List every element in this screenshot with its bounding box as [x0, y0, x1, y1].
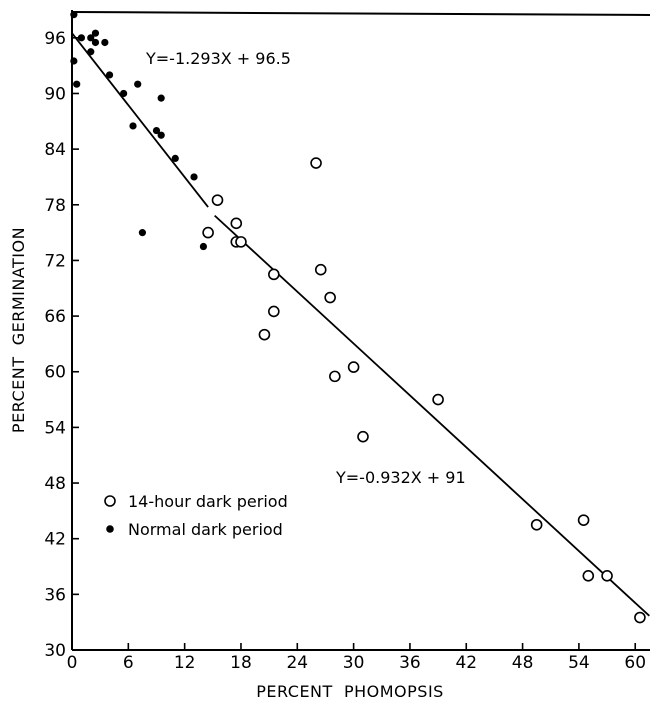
open-circle-point [601, 569, 613, 582]
open-circle-point [310, 157, 322, 169]
x-tick-label: 6 [123, 653, 134, 673]
regression-line-1 [71, 32, 209, 208]
x-tick-label: 18 [230, 653, 252, 673]
open-circle-point [268, 305, 280, 318]
legend-filled-circle-marker [106, 525, 114, 533]
y-axis-ticks: 30 36 42 48 54 60 66 72 78 84 90 96 [44, 29, 79, 661]
y-tick-label: 36 [44, 585, 66, 605]
open-circle-point [258, 328, 271, 341]
legend: 14-hour dark period Normal dark period [104, 492, 288, 539]
x-axis-ticks: 0 6 12 18 24 30 36 42 48 54 60 [67, 643, 646, 673]
open-circle-point [230, 217, 243, 230]
x-tick-label: 54 [568, 653, 590, 673]
x-tick-label: 30 [343, 653, 365, 673]
y-tick-label: 48 [44, 474, 66, 494]
open-circle-point [324, 291, 336, 304]
filled-circle-point [199, 242, 208, 251]
y-tick-label: 84 [44, 140, 66, 160]
open-circle-point [314, 263, 327, 276]
legend-label-normal: Normal dark period [128, 520, 283, 539]
filled-circle-point [120, 89, 128, 98]
regression-line-2 [214, 214, 650, 617]
open-circle-point [577, 514, 590, 526]
filled-circle-point [157, 94, 165, 102]
filled-circle-point [138, 229, 147, 237]
y-tick-label: 60 [44, 363, 66, 383]
filled-circle-point [70, 57, 78, 65]
open-circle-point [357, 430, 369, 443]
y-tick-label: 42 [44, 530, 66, 550]
x-axis-title: PERCENT PHOMOPSIS [256, 682, 444, 701]
x-tick-label: 36 [399, 653, 421, 673]
filled-circle-point [129, 122, 137, 130]
fit-equation-label-1: Y=-1.293X + 96.5 [145, 49, 291, 68]
filled-circle-point [157, 131, 165, 139]
filled-circle-point [134, 80, 142, 88]
filled-circle-point [101, 38, 109, 47]
legend-open-circle-marker [104, 495, 116, 507]
filled-circle-point [73, 80, 81, 88]
top-border-line [71, 11, 651, 16]
open-circle-point [432, 393, 444, 406]
y-tick-label: 90 [44, 84, 66, 104]
x-tick-label: 0 [67, 653, 78, 673]
filled-circle-point [77, 34, 85, 42]
open-circle-point [582, 569, 595, 582]
y-tick-label: 54 [44, 418, 66, 438]
open-circle-point [530, 518, 543, 531]
open-circle-point [211, 194, 224, 206]
data-points [70, 11, 646, 624]
plot-frame [71, 10, 651, 651]
y-tick-label: 30 [44, 641, 66, 661]
open-circle-point [329, 370, 341, 383]
filled-circle-point [87, 34, 95, 42]
open-circle-point [347, 361, 360, 373]
filled-circle-point [70, 11, 78, 19]
x-tick-label: 12 [174, 653, 196, 673]
x-tick-label: 24 [286, 653, 308, 673]
open-circle-point [634, 611, 646, 624]
x-tick-label: 42 [455, 653, 477, 673]
x-tick-label: 48 [512, 653, 534, 673]
x-tick-label: 60 [624, 653, 646, 673]
filled-circle-point [105, 71, 114, 79]
legend-label-14-hour: 14-hour dark period [128, 492, 288, 511]
y-tick-label: 72 [44, 251, 66, 271]
filled-circle-point [91, 38, 100, 47]
filled-circle-point [87, 48, 95, 56]
y-tick-label: 78 [44, 196, 66, 216]
filled-circle-point [91, 29, 100, 37]
fit-equation-label-2: Y=-0.932X + 91 [335, 468, 466, 487]
y-tick-label: 96 [44, 29, 66, 49]
filled-circle-point [171, 154, 179, 163]
open-circle-point [235, 236, 247, 248]
regression-lines [71, 32, 650, 617]
y-tick-label: 66 [44, 307, 66, 327]
filled-circle-point [152, 126, 161, 135]
open-circle-point [268, 268, 280, 281]
open-circle-point [202, 226, 214, 239]
filled-circle-point [190, 173, 198, 181]
y-axis-title: PERCENT GERMINATION [9, 227, 28, 433]
